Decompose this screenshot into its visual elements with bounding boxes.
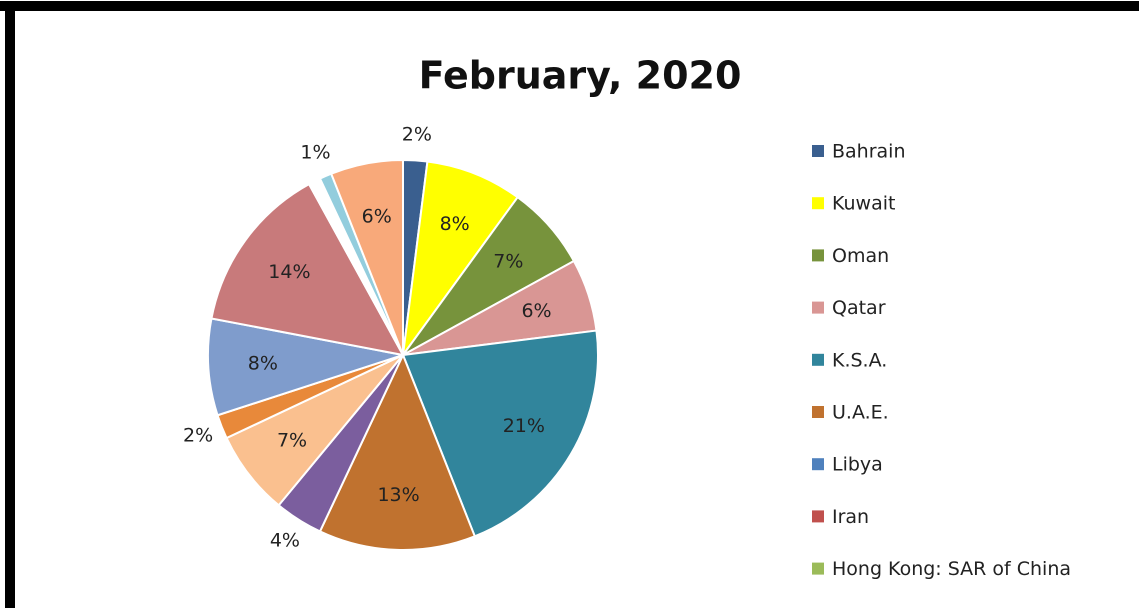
data-label: 7% bbox=[277, 430, 307, 452]
legend-swatch bbox=[812, 458, 824, 471]
chart-title: February, 2020 bbox=[419, 54, 742, 98]
legend-label: K.S.A. bbox=[832, 349, 887, 371]
data-label: 1% bbox=[300, 141, 330, 163]
legend-label: Oman bbox=[832, 245, 889, 267]
legend-swatch bbox=[812, 301, 824, 314]
legend-label: U.A.E. bbox=[832, 402, 889, 424]
legend-swatch bbox=[812, 249, 824, 262]
legend-swatch bbox=[812, 510, 824, 523]
data-label: 13% bbox=[377, 484, 419, 506]
pie-slice bbox=[210, 182, 405, 357]
data-label: 7% bbox=[493, 251, 523, 273]
legend-swatch bbox=[812, 353, 824, 366]
data-label: 6% bbox=[362, 206, 392, 228]
data-label: 2% bbox=[402, 124, 432, 146]
data-label: 6% bbox=[521, 300, 551, 322]
legend-label: Bahrain bbox=[832, 141, 906, 163]
legend-label: Hong Kong: SAR of China bbox=[832, 558, 1071, 580]
pie-slice bbox=[401, 329, 599, 538]
pie-slice bbox=[402, 160, 520, 356]
data-label: 8% bbox=[440, 213, 470, 235]
data-label: 21% bbox=[503, 415, 545, 437]
legend-swatch bbox=[812, 406, 824, 418]
data-label: 4% bbox=[270, 530, 300, 552]
pie-slice bbox=[207, 317, 404, 417]
legend-swatch bbox=[812, 562, 824, 575]
legend-swatch bbox=[812, 197, 824, 210]
pie-slice bbox=[318, 352, 477, 551]
legend-label: Qatar bbox=[832, 297, 886, 319]
legend-label: Iran bbox=[832, 506, 869, 528]
pie-slice bbox=[329, 158, 404, 356]
data-label: 2% bbox=[183, 425, 213, 447]
data-label: 8% bbox=[248, 352, 278, 374]
legend-label: Kuwait bbox=[832, 193, 895, 215]
data-label: 14% bbox=[268, 261, 310, 283]
legend-swatch bbox=[812, 145, 824, 157]
legend-label: Libya bbox=[832, 454, 883, 476]
